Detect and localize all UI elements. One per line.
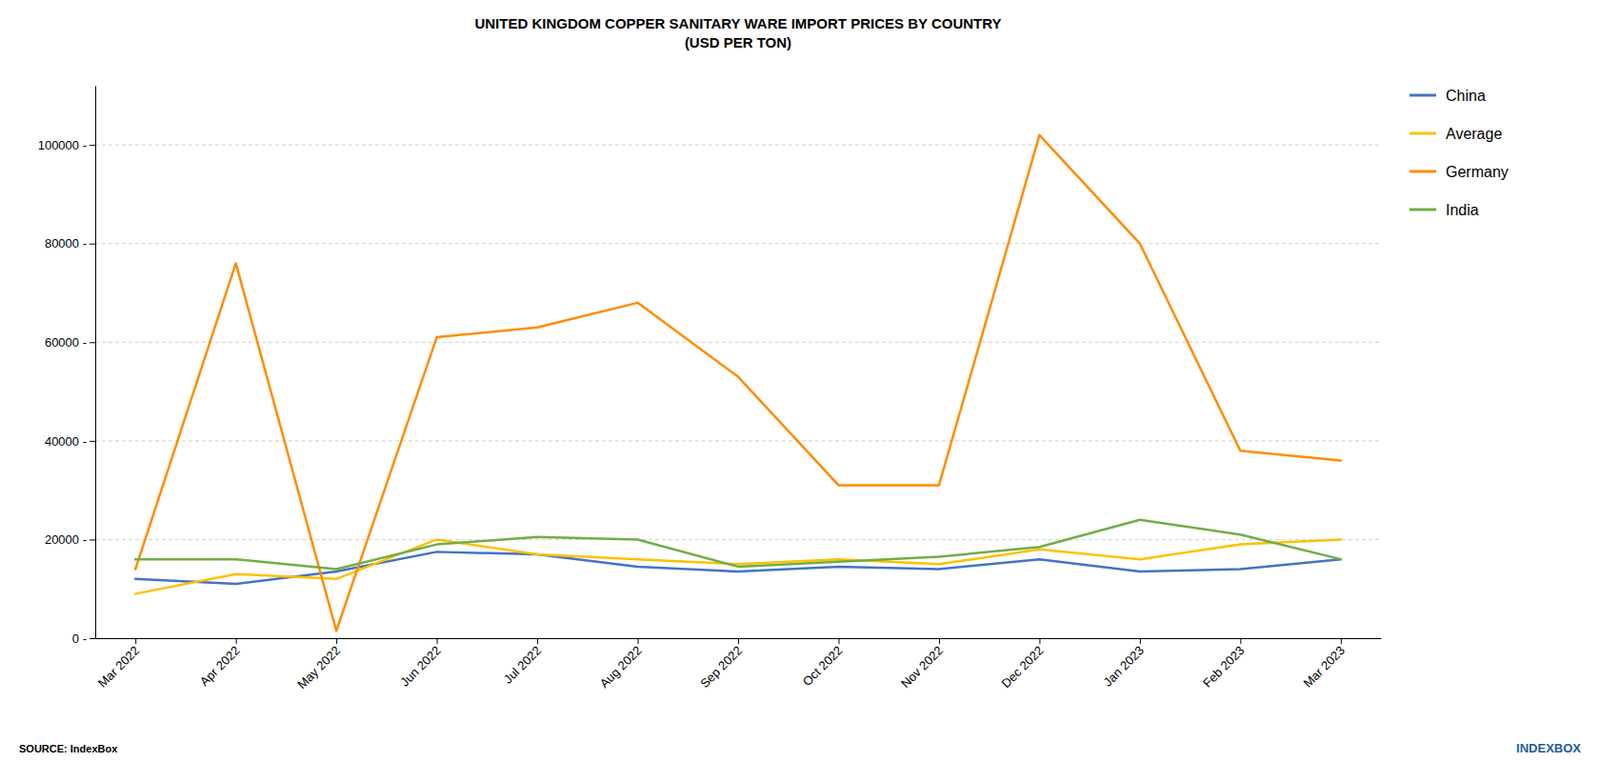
tick-mark bbox=[1340, 638, 1342, 644]
tick-label: Feb 2023 bbox=[1200, 642, 1247, 690]
x-axis: Mar 2022 Apr 2022 May 2022 Jun 2022 Jul 2022… bbox=[95, 638, 1382, 692]
legend-swatch bbox=[1409, 132, 1437, 136]
tick-label: 0 - bbox=[72, 631, 87, 646]
tick-label: 20000 - bbox=[44, 532, 87, 547]
tick-label: 80000 - bbox=[44, 236, 87, 251]
tick-label: 100000 - bbox=[38, 138, 87, 153]
x-tick: Feb 2023 bbox=[1200, 638, 1247, 691]
tick-mark bbox=[236, 638, 238, 644]
tick-label: 40000 - bbox=[44, 434, 87, 449]
tick-mark bbox=[135, 638, 137, 644]
y-tick: 100000 - bbox=[38, 138, 96, 153]
legend-swatch bbox=[1409, 170, 1437, 174]
tick-label: Sep 2022 bbox=[697, 642, 745, 691]
y-tick: 80000 - bbox=[44, 236, 96, 251]
x-tick: Mar 2023 bbox=[1300, 638, 1348, 691]
tick-mark bbox=[537, 638, 539, 644]
tick-mark bbox=[1240, 638, 1241, 644]
legend: China Average Germany India bbox=[1409, 87, 1509, 219]
x-tick: Apr 2022 bbox=[197, 638, 243, 689]
branding: INDEXBOX bbox=[1516, 740, 1581, 756]
tick-label: Mar 2022 bbox=[95, 642, 142, 690]
legend-item: China bbox=[1409, 87, 1486, 104]
tick-mark bbox=[89, 638, 96, 640]
legend-swatch bbox=[1409, 208, 1437, 212]
legend-label: Average bbox=[1445, 125, 1502, 142]
y-tick: 20000 - bbox=[44, 532, 96, 547]
tick-mark bbox=[838, 638, 840, 644]
x-tick: Dec 2022 bbox=[999, 638, 1047, 691]
tick-label: Dec 2022 bbox=[999, 642, 1047, 691]
tick-mark bbox=[89, 440, 96, 442]
legend-swatch bbox=[1409, 94, 1437, 98]
grid bbox=[95, 144, 1381, 639]
x-tick: Nov 2022 bbox=[898, 638, 946, 691]
legend-label: China bbox=[1445, 87, 1486, 104]
grid-line bbox=[95, 144, 1381, 146]
tick-label: May 2022 bbox=[294, 642, 343, 692]
tick-mark bbox=[89, 144, 96, 146]
x-tick: Oct 2022 bbox=[800, 638, 846, 689]
y-tick: 40000 - bbox=[44, 434, 96, 449]
tick-mark bbox=[939, 638, 940, 644]
chart: 0 - 20000 - 40000 - 60000 - 80000 - 100000 - M… bbox=[0, 0, 1600, 762]
x-tick: Jan 2023 bbox=[1100, 638, 1147, 690]
x-tick: Aug 2022 bbox=[597, 638, 645, 691]
y-tick: 60000 - bbox=[44, 335, 96, 350]
legend-item: Average bbox=[1409, 125, 1502, 142]
x-tick: Jul 2022 bbox=[500, 638, 544, 687]
tick-label: Oct 2022 bbox=[800, 642, 846, 689]
tick-mark bbox=[89, 539, 96, 540]
legend-item: Germany bbox=[1409, 163, 1509, 180]
tick-label: Nov 2022 bbox=[898, 642, 946, 691]
lines bbox=[135, 135, 1341, 631]
x-tick: Jun 2022 bbox=[397, 638, 443, 690]
tick-mark bbox=[1039, 638, 1040, 644]
tick-mark bbox=[738, 638, 740, 644]
tick-mark bbox=[437, 638, 439, 644]
grid-line bbox=[95, 242, 1381, 244]
y-tick: 0 - bbox=[72, 631, 96, 646]
x-tick: Mar 2022 bbox=[95, 638, 142, 691]
tick-mark bbox=[336, 638, 338, 644]
legend-item: India bbox=[1409, 201, 1480, 219]
tick-mark bbox=[89, 243, 96, 245]
series-line bbox=[135, 135, 1341, 631]
y-axis: 0 - 20000 - 40000 - 60000 - 80000 - 100000 - bbox=[38, 86, 97, 646]
x-tick: Sep 2022 bbox=[697, 638, 745, 691]
x-tick: May 2022 bbox=[294, 638, 343, 692]
tick-label: Jan 2023 bbox=[1100, 642, 1147, 689]
tick-label: 60000 - bbox=[44, 335, 87, 350]
source-note: SOURCE: IndexBox bbox=[19, 742, 119, 755]
tick-mark bbox=[638, 638, 640, 644]
tick-label: Jul 2022 bbox=[500, 642, 544, 686]
title: UNITED KINGDOM COPPER SANITARY WARE IMPO… bbox=[474, 15, 1001, 51]
tick-label: Jun 2022 bbox=[397, 642, 443, 689]
tick-mark bbox=[1140, 638, 1141, 644]
grid-line bbox=[95, 539, 1381, 540]
axis-line bbox=[95, 86, 97, 640]
grid-line bbox=[95, 440, 1381, 441]
tick-label: Apr 2022 bbox=[197, 642, 243, 689]
series-line bbox=[135, 520, 1341, 570]
legend-label: India bbox=[1445, 201, 1480, 219]
tick-label: Aug 2022 bbox=[597, 642, 645, 691]
legend-label: Germany bbox=[1445, 163, 1509, 180]
tick-label: Mar 2023 bbox=[1300, 642, 1348, 690]
plot-area: 0 - 20000 - 40000 - 60000 - 80000 - 100000 - M… bbox=[38, 86, 1382, 693]
tick-mark bbox=[89, 341, 96, 343]
